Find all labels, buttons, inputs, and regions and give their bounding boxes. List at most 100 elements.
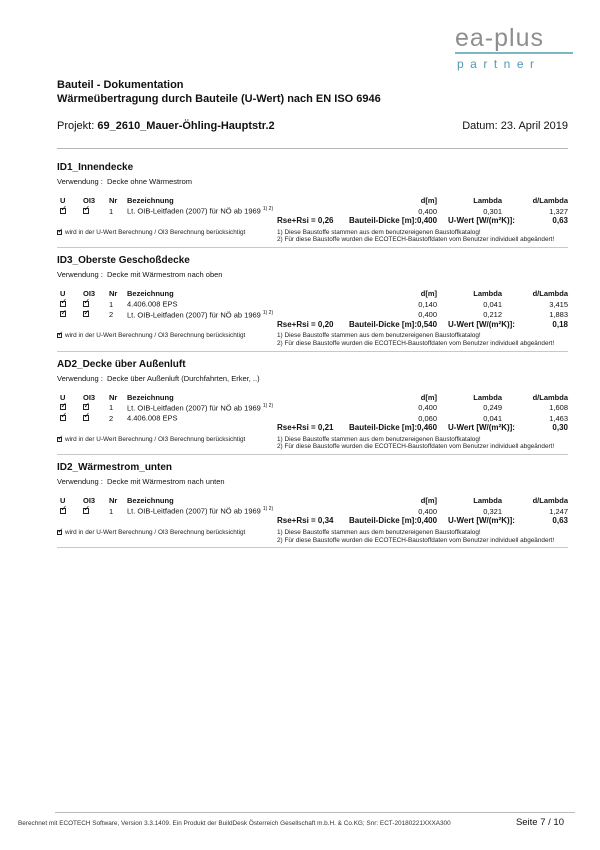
- section-id3-oberste-geschossdecke: ID3_Oberste Geschoßdecke Verwendung : De…: [57, 255, 568, 352]
- document-title: Bauteil - Dokumentation Wärmeübertragung…: [57, 0, 568, 106]
- material-name: 4.406.008 EPS: [127, 413, 178, 423]
- u-checkbox-icon: [60, 298, 67, 307]
- footnote-marker: 1) 2): [262, 506, 274, 513]
- lambda-value: 0,321: [483, 506, 502, 516]
- oi3-checkbox-icon: [83, 309, 90, 318]
- col-header-bezeichnung: Bezeichnung: [127, 392, 174, 402]
- col-header-d-lambda: d/Lambda: [532, 496, 568, 506]
- section-divider: [57, 247, 568, 249]
- row-number: 1: [109, 206, 114, 216]
- u-wert-value: 0,18: [552, 319, 568, 329]
- logo-rule: [455, 52, 573, 54]
- date-label: Datum:: [462, 120, 498, 132]
- col-header-lambda: Lambda: [473, 496, 502, 506]
- u-wert-label: U-Wert [W/(m²K)]:: [448, 319, 515, 329]
- d-lambda-value: 1,327: [549, 206, 568, 216]
- material-name: Lt. OIB-Leitfaden (2007) für NÖ ab 1969 1…: [127, 506, 274, 516]
- col-header-oi3: OI3: [83, 496, 96, 506]
- section-id2-waermestrom-unten: ID2_Wärmestrom_unten Verwendung : Decke …: [57, 462, 568, 549]
- company-logo: ea-plus partner: [455, 25, 573, 71]
- u-checkbox-icon: [60, 402, 67, 411]
- col-header-u: U: [60, 496, 66, 506]
- table-header-row: U OI3 Nr Bezeichnung d[m] Lambda d/Lambd…: [57, 496, 568, 505]
- layers-table: U OI3 Nr Bezeichnung d[m] Lambda d/Lambd…: [57, 289, 568, 348]
- row-number: 1: [109, 403, 114, 413]
- note-checkbox-icon: [57, 435, 63, 443]
- col-header-bezeichnung: Bezeichnung: [127, 289, 174, 299]
- d-lambda-value: 1,463: [549, 413, 568, 423]
- footnote-1: 1) Diese Baustoffe stammen aus dem benut…: [277, 435, 481, 443]
- footnote-marker: 1) 2): [262, 309, 274, 316]
- u-wert-value: 0,63: [552, 516, 568, 526]
- notes-row: wird in der U-Wert Berechnung / OI3 Bere…: [57, 435, 568, 452]
- verwendung-value: Decke ohne Wärmestrom: [107, 177, 193, 186]
- footer-software-info: Berechnet mit ECOTECH Software, Version …: [18, 820, 451, 827]
- col-header-lambda: Lambda: [473, 289, 502, 299]
- footnote-2: 2) Für diese Baustoffe wurden die ECOTEC…: [277, 236, 555, 244]
- note-checkbox-icon: [57, 528, 63, 536]
- u-wert-label: U-Wert [W/(m²K)]:: [448, 423, 515, 433]
- notes-row: wird in der U-Wert Berechnung / OI3 Bere…: [57, 228, 568, 245]
- u-checkbox-icon: [60, 309, 67, 318]
- d-lambda-value: 1,883: [549, 310, 568, 320]
- page-content: Bauteil - Dokumentation Wärmeübertragung…: [0, 0, 600, 548]
- col-header-oi3: OI3: [83, 196, 96, 205]
- row-number: 1: [109, 299, 114, 309]
- col-header-d: d[m]: [420, 392, 437, 402]
- lambda-value: 0,041: [483, 299, 502, 309]
- footnote-marker: 1) 2): [262, 206, 274, 212]
- material-name: Lt. OIB-Leitfaden (2007) für NÖ ab 1969 1…: [127, 402, 274, 413]
- oi3-checkbox-icon: [83, 402, 90, 411]
- col-header-bezeichnung: Bezeichnung: [127, 196, 174, 205]
- oi3-checkbox-icon: [83, 205, 90, 214]
- layers-table: U OI3 Nr Bezeichnung d[m] Lambda d/Lambd…: [57, 196, 568, 244]
- material-name: Lt. OIB-Leitfaden (2007) für NÖ ab 1969 1…: [127, 206, 274, 216]
- project-info: Projekt: 69_2610_Mauer-Öhling-Hauptstr.2: [57, 120, 275, 132]
- u-checkbox-icon: [60, 412, 67, 421]
- col-header-oi3: OI3: [83, 289, 96, 299]
- section-id1-innendecke: ID1_Innendecke Verwendung : Decke ohne W…: [57, 162, 568, 249]
- table-row: 1 Lt. OIB-Leitfaden (2007) für NÖ ab 196…: [57, 402, 568, 413]
- d-lambda-value: 1,608: [549, 403, 568, 413]
- lambda-value: 0,212: [483, 310, 502, 320]
- u-checkbox-icon: [60, 505, 67, 514]
- section-divider: [57, 547, 568, 549]
- summary-row: Rse+Rsi = 0,20 Bauteil-Dicke [m]: 0,540 …: [57, 320, 568, 330]
- col-header-lambda: Lambda: [473, 196, 502, 205]
- d-value: 0,140: [418, 299, 437, 309]
- summary-row: Rse+Rsi = 0,26 Bauteil-Dicke [m]: 0,400 …: [57, 216, 568, 226]
- section-ad2-decke-ueber-aussenluft: AD2_Decke über Außenluft Verwendung : De…: [57, 359, 568, 456]
- col-header-d: d[m]: [420, 196, 437, 205]
- bauteil-dicke-label: Bauteil-Dicke [m]:: [349, 423, 418, 433]
- verwendung-row: Verwendung : Decke mit Wärmestrom nach u…: [57, 477, 568, 486]
- d-lambda-value: 3,415: [549, 299, 568, 309]
- u-wert-value: 0,30: [552, 423, 568, 433]
- col-header-nr: Nr: [109, 496, 118, 506]
- verwendung-row: Verwendung : Decke über Außenluft (Durch…: [57, 374, 568, 383]
- section-title: ID3_Oberste Geschoßdecke: [57, 255, 190, 267]
- section-divider: [57, 454, 568, 456]
- verwendung-label: Verwendung :: [57, 373, 103, 383]
- u-wert-value: 0,63: [552, 216, 568, 225]
- logo-text-sub: partner: [457, 57, 541, 71]
- d-value: 0,400: [418, 506, 437, 516]
- checkbox-note: wird in der U-Wert Berechnung / OI3 Bere…: [57, 228, 277, 245]
- table-row: 2 4.406.008 EPS 0,060 0,041 1,463: [57, 412, 568, 423]
- title-line-2: Wärmeübertragung durch Bauteile (U-Wert)…: [57, 92, 381, 105]
- u-wert-label: U-Wert [W/(m²K)]:: [448, 216, 515, 225]
- col-header-u: U: [60, 289, 66, 299]
- table-header-row: U OI3 Nr Bezeichnung d[m] Lambda d/Lambd…: [57, 393, 568, 402]
- table-header-row: U OI3 Nr Bezeichnung d[m] Lambda d/Lambd…: [57, 196, 568, 205]
- col-header-d: d[m]: [420, 496, 437, 506]
- verwendung-label: Verwendung :: [57, 270, 103, 280]
- d-value: 0,400: [418, 310, 437, 320]
- d-value: 0,060: [418, 413, 437, 423]
- table-row: 1 Lt. OIB-Leitfaden (2007) für NÖ ab 196…: [57, 505, 568, 516]
- row-number: 2: [109, 310, 114, 320]
- project-row: Projekt: 69_2610_Mauer-Öhling-Hauptstr.2…: [57, 120, 568, 132]
- row-number: 1: [109, 506, 114, 516]
- bauteil-dicke-value: 0,460: [417, 423, 438, 433]
- col-header-u: U: [60, 392, 66, 402]
- bauteil-dicke-value: 0,540: [417, 319, 438, 329]
- rse-rsi-value: Rse+Rsi = 0,26: [277, 216, 334, 225]
